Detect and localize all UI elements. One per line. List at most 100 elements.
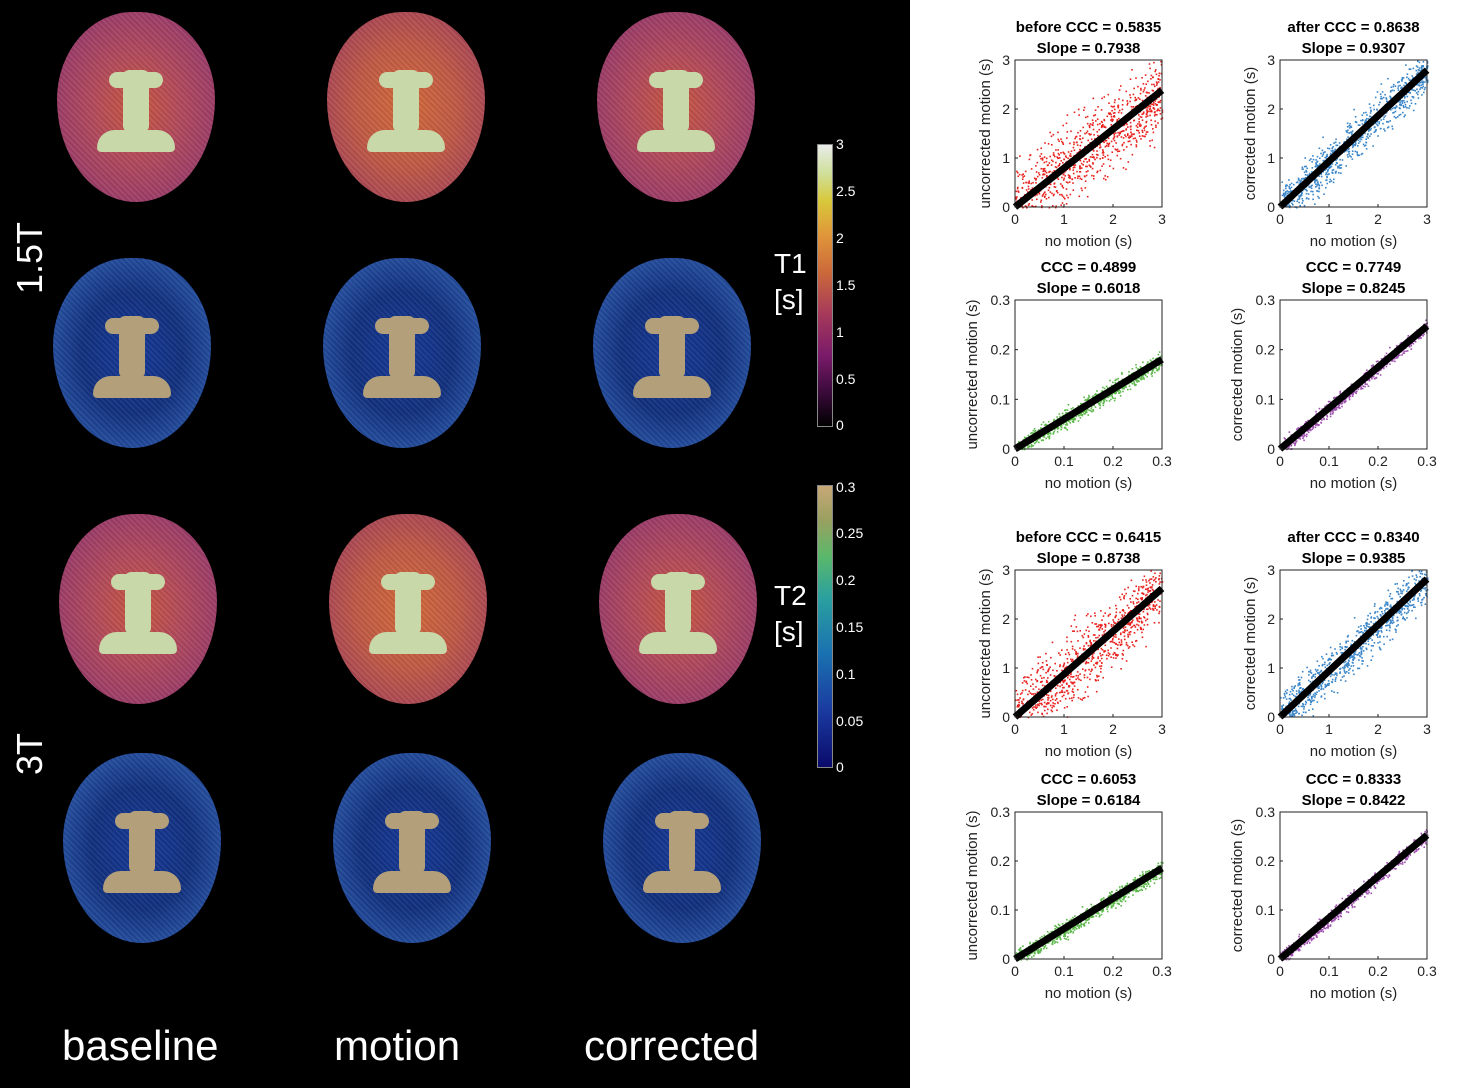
scatter-point	[1316, 155, 1319, 158]
scatter-point	[1025, 205, 1028, 208]
scatter-point	[1042, 421, 1045, 423]
scatter-point	[1079, 177, 1082, 180]
scatter-point	[1298, 437, 1300, 439]
scatter-point	[1045, 679, 1048, 682]
scatter-point	[1040, 167, 1043, 170]
scatter-point	[1369, 129, 1372, 131]
scatter-point	[1361, 123, 1364, 125]
scatter-point	[1059, 665, 1061, 668]
scatter-point	[1339, 671, 1341, 673]
scatter-point	[1079, 135, 1081, 137]
scatter-point	[1071, 658, 1074, 661]
scatter-point	[1133, 87, 1135, 90]
scatter-point	[1404, 114, 1406, 116]
scatter-point	[1080, 679, 1082, 682]
scatter-point	[1335, 170, 1337, 173]
scatter-point	[1297, 676, 1300, 678]
scatter-point	[1118, 98, 1120, 100]
plot-slope-label: Slope = 0.9307	[1302, 40, 1406, 57]
scatter-point	[1392, 360, 1394, 362]
scatter-point	[1146, 593, 1148, 596]
scatter-point	[1150, 74, 1153, 77]
plot-title: after CCC = 0.8638	[1287, 19, 1419, 36]
scatter-point	[1038, 192, 1040, 194]
scatter-point	[1314, 178, 1317, 180]
scatter-point	[1118, 392, 1120, 394]
y-tick-label: 0.2	[1256, 342, 1276, 358]
scatter-point	[1086, 161, 1088, 163]
scatter-point	[1424, 588, 1426, 590]
scatter-point	[1062, 686, 1064, 689]
scatter-point	[1426, 79, 1429, 81]
plot-slope-label: Slope = 0.6018	[1037, 280, 1141, 297]
scatter-point	[1102, 163, 1105, 165]
scatter-point	[1309, 429, 1312, 431]
scatter-point	[1092, 150, 1095, 152]
scatter-point	[1401, 354, 1403, 356]
scatter-point	[1107, 93, 1110, 96]
scatter-point	[1094, 158, 1096, 161]
scatter-point	[1070, 625, 1073, 627]
scatter-point	[1101, 390, 1103, 392]
scatter-point	[1318, 671, 1321, 674]
scatter-point	[1066, 424, 1069, 426]
scatter-point	[1332, 151, 1334, 154]
scatter-point	[1054, 155, 1056, 158]
scatter-point	[1108, 395, 1111, 397]
scatter-point	[1027, 188, 1030, 190]
scatter-point	[1406, 73, 1409, 75]
scatter-point	[1315, 185, 1318, 187]
scatter-point	[1072, 169, 1075, 171]
scatter-point	[1085, 661, 1088, 663]
scatter-point	[1110, 640, 1113, 643]
scatter-point	[1053, 186, 1056, 188]
scatter-point	[1155, 124, 1157, 127]
scatter-point	[1152, 608, 1154, 611]
scatter-point	[1358, 154, 1360, 157]
scatter-point	[1287, 190, 1290, 193]
scatter-point	[1416, 88, 1418, 91]
scatter-point	[1154, 111, 1156, 113]
scatter-point	[1387, 620, 1390, 622]
scatter-point	[1329, 178, 1332, 181]
scatter-point	[1394, 107, 1397, 110]
scatter-point	[1117, 390, 1119, 392]
scatter-point	[1315, 693, 1318, 695]
scatter-point	[1141, 99, 1144, 102]
scatter-point	[1059, 654, 1061, 656]
scatter-point	[1135, 384, 1137, 386]
scatter-point	[1329, 413, 1332, 415]
scatter-point	[1072, 688, 1074, 690]
scatter-point	[1126, 104, 1129, 106]
scatter-point	[1048, 162, 1051, 164]
scatter-point	[1120, 639, 1123, 641]
scatter-point	[1142, 111, 1145, 113]
t1-colorbar-title: T1 [s]	[774, 248, 807, 315]
scatter-point	[1357, 142, 1360, 144]
scatter-point	[1047, 164, 1049, 166]
scatter-point	[1031, 713, 1034, 715]
scatter-point	[1155, 367, 1157, 370]
scatter-point	[1106, 142, 1108, 145]
scatter-point	[1048, 435, 1051, 437]
scatter-point	[1040, 681, 1043, 683]
scatter-point	[1403, 99, 1405, 102]
scatter-point	[1098, 128, 1100, 131]
scatter-point	[1107, 158, 1110, 161]
scatter-point	[1104, 623, 1106, 626]
scatter-point	[1068, 697, 1071, 700]
scatter-point	[1101, 126, 1103, 128]
x-tick-label: 1	[1325, 211, 1333, 227]
scatter-point	[1055, 166, 1058, 169]
scatter-point	[1088, 396, 1091, 398]
scatter-point	[1287, 192, 1289, 195]
scatter-point	[1043, 705, 1045, 708]
scatter-point	[1341, 652, 1344, 654]
scatter-point	[1040, 201, 1042, 203]
scatter-point	[1347, 148, 1350, 151]
scatter-point	[1117, 105, 1120, 107]
scatter-point	[1302, 703, 1305, 706]
scatter-point	[1151, 584, 1154, 586]
scatter-point	[1383, 128, 1385, 130]
scatter-point	[1350, 125, 1352, 128]
